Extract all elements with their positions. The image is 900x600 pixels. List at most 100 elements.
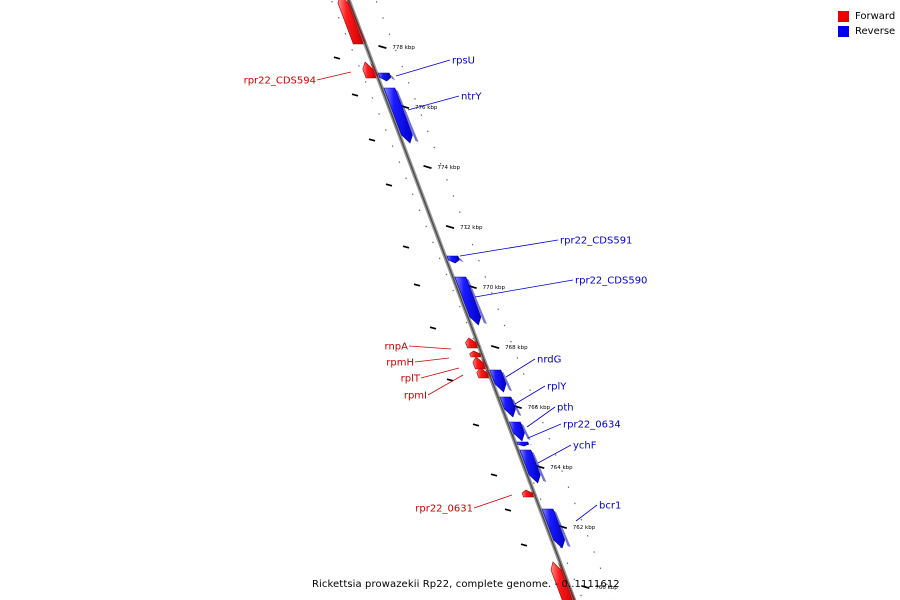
forward-swatch: [838, 11, 849, 22]
gene-block-shade: [457, 257, 464, 262]
kbp-tick-label: 760 kbp: [595, 585, 618, 591]
gene-block-nrdG[interactable]: [489, 369, 507, 393]
gene-block-segment-17[interactable]: [550, 561, 574, 600]
kbp-tick-label: 766 kbp: [528, 405, 551, 411]
kbp-tick-mark: [490, 344, 500, 350]
gene-block-shade: [480, 358, 489, 368]
legend-label-forward: Forward: [855, 11, 896, 22]
track-dash: [385, 183, 393, 187]
gene-leader-line: [575, 504, 598, 522]
gene-block-bcr1[interactable]: [541, 508, 566, 549]
gene-block-shade: [394, 89, 419, 142]
track-dash: [333, 56, 341, 60]
gene-block-ntrY[interactable]: [383, 87, 413, 144]
gene-block-ychF[interactable]: [519, 449, 541, 484]
track-dash: [351, 93, 359, 97]
kbp-tick-label: 776 kbp: [415, 105, 438, 111]
gene-block-pth[interactable]: [508, 421, 525, 442]
gene-block-shade: [473, 339, 481, 347]
gene-label-pth[interactable]: pth: [557, 403, 574, 414]
gene-label-rnpA[interactable]: rnpA: [385, 342, 409, 353]
legend-item-reverse: Reverse: [838, 24, 895, 39]
gene-block-shade: [485, 369, 492, 377]
gene-label-rpmH[interactable]: rpmH: [386, 358, 414, 369]
track-dash: [472, 423, 480, 427]
gene-block-segment-0[interactable]: [337, 0, 364, 45]
gene-leader-line: [414, 357, 450, 363]
gene-label-rpsU[interactable]: rpsU: [452, 56, 475, 67]
gene-label-ychF[interactable]: ychF: [573, 441, 597, 452]
track-dash: [446, 378, 454, 382]
reverse-swatch: [838, 26, 849, 37]
track-dash: [490, 473, 498, 477]
legend: Forward Reverse: [838, 9, 895, 39]
gene-block-shade: [346, 0, 367, 43]
gene-block-rpsU[interactable]: [377, 72, 392, 82]
track-dash: [520, 543, 528, 547]
gene-block-shade: [520, 423, 531, 440]
gene-block-rnpA[interactable]: [465, 337, 478, 349]
gene-leader-line: [408, 345, 452, 350]
gene-label-rplY[interactable]: rplY: [547, 382, 567, 393]
gene-leader-line: [473, 494, 513, 509]
gene-block-shade: [370, 63, 380, 77]
gene-label-rpr22_CDS590[interactable]: rpr22_CDS590: [575, 276, 647, 287]
kbp-tick-mark: [378, 44, 387, 50]
gene-leader-line: [537, 444, 572, 464]
gene-leader-line: [526, 406, 556, 428]
gene-label-rplT[interactable]: rplT: [401, 374, 421, 385]
gene-block-rpr22_0634[interactable]: [516, 441, 530, 447]
genome-backbone: [348, 0, 575, 600]
gene-leader-line: [427, 374, 464, 396]
gene-label-nrdG[interactable]: nrdG: [537, 355, 561, 366]
gene-block-shade: [553, 510, 571, 547]
track-dash: [429, 326, 437, 330]
kbp-tick-mark: [581, 584, 590, 590]
kbp-tick-mark: [445, 224, 455, 230]
gene-block-shade: [389, 74, 396, 80]
track-dash: [413, 283, 421, 287]
kbp-tick-label: 778 kbp: [392, 45, 415, 51]
gene-block-rplY[interactable]: [499, 396, 516, 418]
gene-leader-line: [474, 279, 574, 298]
gene-block-shade: [530, 451, 547, 482]
gene-leader-line: [459, 239, 559, 257]
track-dash: [504, 508, 512, 512]
track-dash: [368, 138, 376, 142]
gene-block-rpr22_0631[interactable]: [521, 489, 534, 498]
gene-label-rpr22_CDS591[interactable]: rpr22_CDS591: [560, 236, 632, 247]
legend-label-reverse: Reverse: [855, 26, 896, 37]
kbp-tick-label: 762 kbp: [573, 525, 596, 531]
kbp-tick-label: 768 kbp: [505, 345, 528, 351]
gene-leader-line: [395, 59, 451, 77]
gene-label-rpr22_0634[interactable]: rpr22_0634: [563, 420, 621, 431]
kbp-tick-label: 770 kbp: [483, 285, 506, 291]
gene-block-rpmI[interactable]: [476, 367, 490, 379]
gene-block-shade: [465, 278, 487, 324]
gene-leader-line: [407, 95, 460, 111]
kbp-tick-mark: [423, 164, 432, 170]
gene-block-shade: [510, 398, 522, 416]
gene-label-bcr1[interactable]: bcr1: [599, 501, 621, 512]
gene-leader-line: [316, 71, 352, 81]
gene-label-rpmI[interactable]: rpmI: [404, 391, 427, 402]
gene-leader-line: [514, 385, 546, 405]
gene-block-rpr22_CDS594[interactable]: [362, 61, 377, 79]
guide-line-right: [375, 0, 614, 600]
legend-item-forward: Forward: [838, 9, 895, 24]
gene-leader-line: [527, 423, 562, 439]
gene-block-shade: [478, 352, 484, 356]
gene-label-ntrY[interactable]: ntrY: [461, 92, 482, 103]
track-dash: [402, 245, 410, 249]
gene-label-rpr22_CDS594[interactable]: rpr22_CDS594: [244, 76, 316, 87]
kbp-tick-label: 764 kbp: [550, 465, 573, 471]
gene-block-shade: [530, 491, 537, 496]
gene-block-rpr22_CDS591[interactable]: [446, 255, 460, 264]
gene-block-rpr22_CDS590[interactable]: [454, 276, 482, 326]
gene-leader-line: [505, 358, 536, 378]
kbp-tick-label: 774 kbp: [438, 165, 461, 171]
genome-caption: Rickettsia prowazekii Rp22, complete gen…: [312, 579, 620, 590]
gene-label-rpr22_0631[interactable]: rpr22_0631: [415, 504, 473, 515]
kbp-tick-label: 772 kbp: [460, 225, 483, 231]
